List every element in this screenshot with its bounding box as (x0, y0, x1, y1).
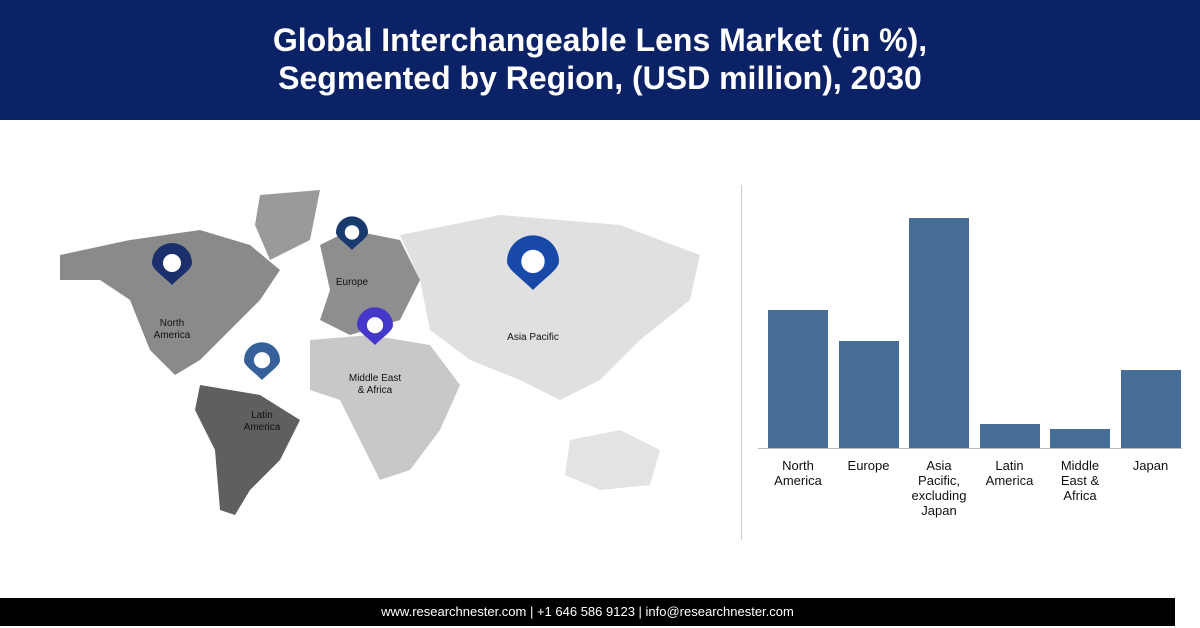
map-label: North America (154, 318, 191, 341)
greenland (255, 190, 320, 260)
bar (1050, 428, 1110, 448)
europe (320, 230, 420, 335)
north-america (60, 230, 280, 375)
x-tick-label: Japan (1132, 458, 1169, 473)
x-tick-label: North America (774, 458, 822, 488)
map-label-line: North (160, 318, 184, 329)
map-label: Middle East & Africa (349, 373, 401, 396)
australia (565, 430, 660, 490)
map-label: Latin America (244, 410, 281, 433)
map-label-line: America (154, 330, 191, 341)
footer: www.researchnester.com | +1 646 586 9123… (0, 598, 1175, 626)
bar (838, 340, 899, 448)
map-label: Europe (336, 277, 369, 288)
map-label-line: America (244, 422, 281, 433)
map-label-line: Latin (251, 410, 273, 421)
x-tick-label: Asia Pacific, excluding Japan (911, 458, 967, 518)
map-pin-dot (366, 317, 384, 334)
divider (741, 185, 742, 540)
baseline (758, 448, 1182, 449)
x-tick-label: Latin America (985, 458, 1034, 488)
title-line: Segmented by Region, (USD million), 2030 (278, 60, 922, 96)
africa (310, 335, 460, 480)
bar (1120, 369, 1181, 448)
latin-america (195, 385, 300, 515)
title-line: Global Interchangeable Lens Market (in %… (272, 22, 928, 58)
header: Global Interchangeable Lens Market (in %… (0, 0, 1200, 120)
map-label-line: Middle East (349, 373, 401, 384)
map-label-line: & Africa (358, 385, 393, 396)
map-label-line: Europe (336, 277, 369, 288)
x-tick-label: Europe (847, 458, 890, 473)
map-pin-dot (253, 352, 271, 369)
map-pin-dot (521, 249, 545, 274)
map-pin-dot (163, 254, 181, 272)
bar (979, 424, 1040, 448)
asia (400, 215, 700, 400)
map-pin-dot (344, 225, 360, 240)
bar (768, 309, 828, 448)
x-tick-label: Middle East & Africa (1060, 458, 1100, 503)
map-label: Asia Pacific (507, 332, 559, 343)
map-label-line: Asia Pacific (507, 332, 559, 343)
bar (909, 218, 969, 448)
